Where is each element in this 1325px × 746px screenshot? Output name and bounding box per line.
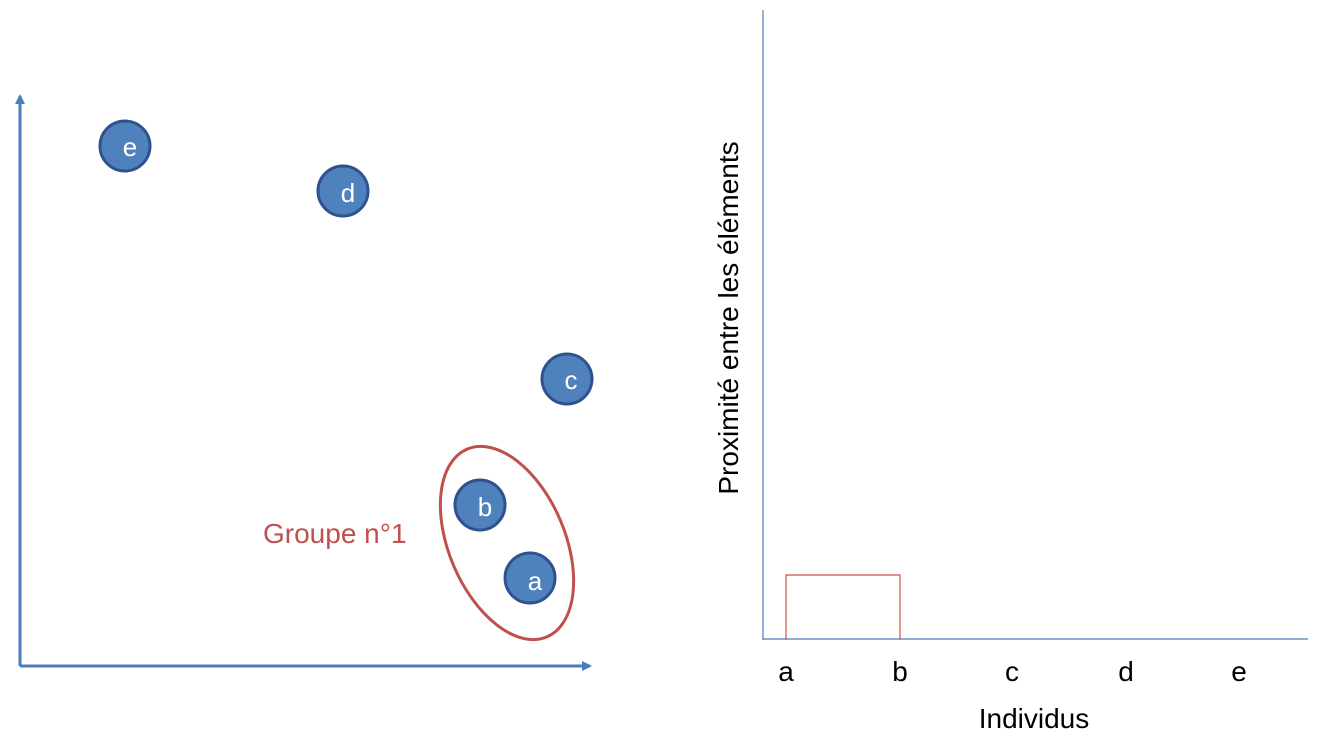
individual-label-d: d	[1118, 656, 1134, 687]
dendrogram: a b c d e Individus Proximité entre les …	[713, 10, 1308, 734]
point-a: a	[503, 551, 557, 605]
point-d-label: d	[341, 178, 355, 208]
individual-label-c: c	[1005, 656, 1019, 687]
y-axis-title: Proximité entre les éléments	[713, 141, 744, 494]
group-1-label: Groupe n°1	[263, 518, 407, 549]
point-e-label: e	[123, 132, 137, 162]
individual-label-b: b	[892, 656, 908, 687]
point-d: d	[316, 164, 370, 218]
point-c-label: c	[565, 365, 578, 395]
scatter-plot: Groupe n°1 e d c b a	[15, 94, 594, 671]
point-e: e	[98, 119, 152, 173]
individual-label-a: a	[778, 656, 794, 687]
point-b: b	[453, 478, 507, 532]
group-1-ellipse	[438, 444, 576, 642]
x-axis-title: Individus	[979, 703, 1090, 734]
individual-label-e: e	[1231, 656, 1247, 687]
point-c: c	[540, 352, 594, 406]
point-b-label: b	[478, 492, 492, 522]
point-a-label: a	[528, 566, 543, 596]
merge-a-b	[785, 574, 901, 640]
